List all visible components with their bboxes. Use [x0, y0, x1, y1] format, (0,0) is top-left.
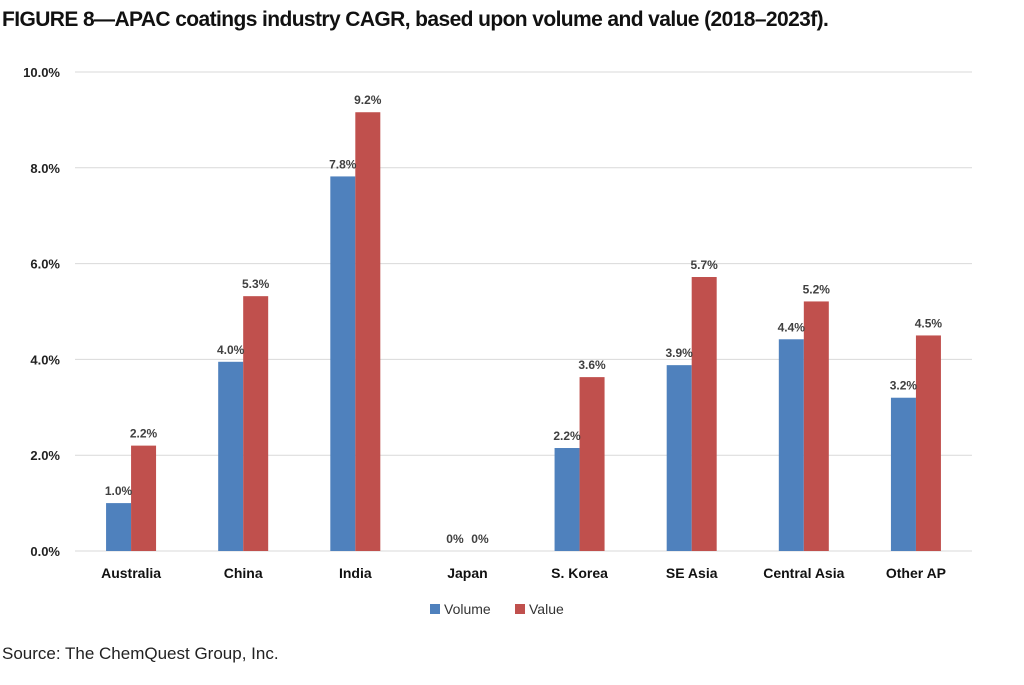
bar-volume	[778, 339, 804, 551]
data-label: 3.6%	[578, 358, 606, 372]
y-tick-label: 4.0%	[30, 352, 60, 367]
bar-value	[579, 377, 605, 551]
bar-volume	[554, 448, 580, 551]
data-label: 4.4%	[778, 320, 806, 334]
data-label: 2.2%	[130, 427, 158, 441]
data-label: 3.9%	[666, 346, 694, 360]
figure-title: FIGURE 8—APAC coatings industry CAGR, ba…	[2, 8, 829, 31]
data-label: 4.5%	[915, 316, 943, 330]
bar-chart: 0.0% 2.0% 4.0% 6.0% 8.0% 10.0% 1.0% 2.2% 4.0% 5.…	[23, 65, 972, 617]
data-label: 9.2%	[354, 93, 382, 107]
category-label: India	[339, 565, 372, 581]
bar-value	[915, 335, 941, 551]
data-label: 2.2%	[553, 429, 581, 443]
y-axis-ticks: 0.0% 2.0% 4.0% 6.0% 8.0% 10.0%	[23, 65, 60, 559]
data-label: 0%	[446, 532, 464, 546]
category-label: Japan	[447, 565, 487, 581]
bar-volume	[666, 365, 692, 551]
bar-value	[691, 277, 717, 551]
category-label: Australia	[101, 565, 161, 581]
bar-value	[243, 296, 269, 551]
category-label: Other AP	[886, 565, 946, 581]
legend-swatch-value	[515, 604, 525, 614]
bar-volume	[890, 397, 916, 551]
data-label: 5.2%	[803, 282, 831, 296]
bar-volume	[106, 503, 132, 551]
data-labels: 1.0% 2.2% 4.0% 5.3% 7.8% 9.2% 0% 0% 2.2% 3.6% 3.9%…	[105, 93, 943, 546]
y-tick-label: 6.0%	[30, 257, 60, 272]
y-tick-label: 8.0%	[30, 161, 60, 176]
gridlines	[75, 71, 972, 552]
data-label: 3.2%	[890, 379, 918, 393]
data-label: 1.0%	[105, 484, 133, 498]
bar-volume	[330, 176, 356, 551]
legend: Volume Value	[430, 601, 564, 617]
y-tick-label: 2.0%	[30, 448, 60, 463]
x-axis-categories: Australia China India Japan S. Korea SE Asia C…	[101, 565, 946, 581]
bar-value	[131, 445, 157, 551]
data-label: 5.7%	[691, 258, 719, 272]
y-tick-label: 0.0%	[30, 544, 60, 559]
source-note: Source: The ChemQuest Group, Inc.	[2, 644, 279, 663]
bars	[106, 112, 941, 552]
bar-value	[355, 112, 381, 552]
bar-volume	[218, 361, 244, 551]
category-label: Central Asia	[763, 565, 844, 581]
legend-label: Value	[529, 601, 564, 617]
data-label: 0%	[471, 532, 489, 546]
legend-swatch-volume	[430, 604, 440, 614]
bar-value	[803, 301, 829, 551]
data-label: 5.3%	[242, 277, 270, 291]
category-label: China	[224, 565, 263, 581]
category-label: SE Asia	[666, 565, 718, 581]
data-label: 4.0%	[217, 343, 245, 357]
category-label: S. Korea	[551, 565, 608, 581]
y-tick-label: 10.0%	[23, 65, 60, 80]
data-label: 7.8%	[329, 157, 357, 171]
legend-label: Volume	[444, 601, 491, 617]
